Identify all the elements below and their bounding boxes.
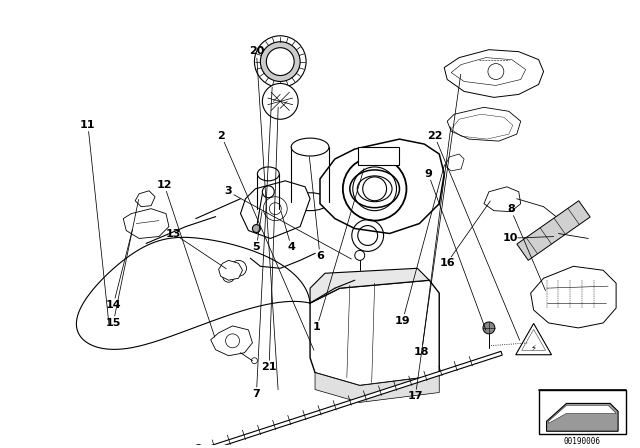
- Polygon shape: [484, 187, 521, 211]
- Text: 18: 18: [414, 347, 429, 357]
- Text: 3: 3: [224, 186, 232, 196]
- Text: 4: 4: [287, 242, 295, 252]
- Polygon shape: [135, 191, 155, 207]
- Text: 20: 20: [249, 46, 264, 56]
- Circle shape: [260, 42, 300, 82]
- Text: 8: 8: [507, 204, 515, 214]
- Circle shape: [483, 322, 495, 334]
- Ellipse shape: [350, 170, 399, 208]
- Polygon shape: [548, 405, 616, 423]
- Polygon shape: [211, 326, 252, 356]
- Text: 00190006: 00190006: [564, 437, 601, 446]
- Polygon shape: [219, 260, 243, 280]
- Text: ⚡: ⚡: [531, 343, 536, 352]
- Polygon shape: [445, 154, 464, 171]
- Text: 16: 16: [440, 258, 455, 267]
- Ellipse shape: [257, 167, 279, 181]
- Circle shape: [194, 444, 204, 448]
- Polygon shape: [198, 351, 502, 448]
- Ellipse shape: [257, 202, 279, 215]
- Text: 10: 10: [503, 233, 518, 243]
- Polygon shape: [444, 50, 543, 97]
- Text: 13: 13: [166, 229, 181, 239]
- Circle shape: [262, 83, 298, 119]
- Text: 12: 12: [156, 180, 172, 190]
- Polygon shape: [531, 266, 616, 328]
- Text: 22: 22: [427, 131, 442, 141]
- Text: 15: 15: [106, 318, 121, 328]
- Text: 17: 17: [408, 391, 423, 401]
- Polygon shape: [315, 373, 439, 402]
- Circle shape: [252, 224, 260, 233]
- Polygon shape: [320, 139, 444, 233]
- Text: 14: 14: [106, 300, 121, 310]
- Bar: [358, 147, 399, 165]
- Ellipse shape: [291, 193, 329, 211]
- Polygon shape: [547, 404, 618, 431]
- Polygon shape: [310, 280, 439, 386]
- Polygon shape: [241, 181, 310, 238]
- Ellipse shape: [291, 138, 329, 156]
- Polygon shape: [447, 108, 521, 141]
- Text: 1: 1: [313, 322, 321, 332]
- Circle shape: [266, 47, 294, 76]
- Bar: [539, 389, 626, 434]
- Text: 19: 19: [395, 315, 410, 326]
- Text: 7: 7: [253, 389, 260, 399]
- Text: 6: 6: [316, 251, 324, 261]
- Polygon shape: [310, 268, 429, 303]
- Text: 5: 5: [253, 242, 260, 252]
- Text: 11: 11: [80, 120, 95, 129]
- Text: 21: 21: [261, 362, 277, 372]
- Text: 2: 2: [218, 131, 225, 141]
- Ellipse shape: [357, 176, 392, 202]
- Text: 9: 9: [424, 168, 432, 179]
- Polygon shape: [124, 209, 169, 238]
- Polygon shape: [517, 201, 590, 260]
